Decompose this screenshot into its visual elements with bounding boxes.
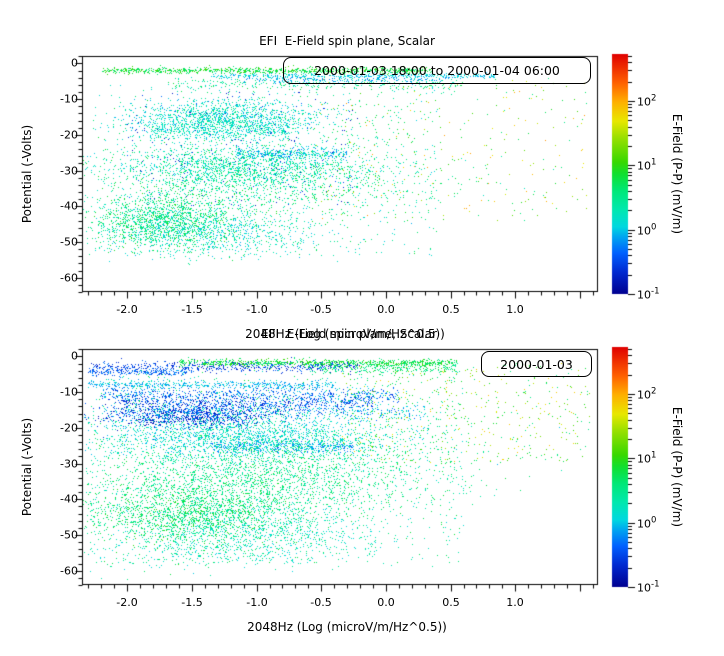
y-tick-label: -30 — [60, 164, 78, 178]
y-tick-label: -20 — [60, 128, 78, 142]
x-tick-label: -1.5 — [181, 303, 203, 316]
bottom-colorbar-label: E-Field (P-P) (mV/m) — [670, 406, 684, 528]
x-tick-label: -2.0 — [116, 303, 138, 316]
colorbar-tick-label: 10-1 — [637, 579, 660, 595]
x-tick-label: -1.5 — [181, 596, 203, 609]
x-tick-label: 0.5 — [442, 303, 460, 316]
x-tick-label: -1.0 — [246, 596, 268, 609]
x-tick-label: -0.5 — [310, 596, 332, 609]
colorbar-tick-label: 100 — [637, 515, 657, 531]
bottom-chart-title: EFI E-Field spin plane, Scalar — [261, 327, 437, 341]
x-tick-label: 1.0 — [506, 596, 524, 609]
y-tick-label: -60 — [60, 564, 78, 578]
top-chart-legend-label: 2000-01-03 18:00 to 2000-01-04 06:00 — [314, 63, 560, 78]
x-tick-label: -2.0 — [116, 596, 138, 609]
colorbar-tick-label: 100 — [637, 222, 657, 238]
top-chart-title: EFI E-Field spin plane, Scalar — [259, 34, 435, 48]
x-tick-label: -0.5 — [310, 303, 332, 316]
colorbar-tick-label: 10-1 — [637, 286, 660, 302]
y-tick-label: -50 — [60, 235, 78, 249]
x-tick-label: -1.0 — [246, 303, 268, 316]
x-tick-label: 1.0 — [506, 303, 524, 316]
bottom-chart-x-axis-label: 2048Hz (Log (microV/m/Hz^0.5)) — [247, 620, 447, 634]
y-tick-label: -60 — [60, 271, 78, 285]
y-tick-label: -40 — [60, 199, 78, 213]
top-chart-x-axis-label: 2048Hz (Log (microV/m/Hz^0.5)) — [245, 327, 445, 341]
top-chart-legend-box: 2000-01-03 18:00 to 2000-01-04 06:00 — [283, 57, 591, 84]
y-tick-label: -50 — [60, 528, 78, 542]
y-tick-label: -30 — [60, 457, 78, 471]
bottom-chart-legend-box: 2000-01-03 — [481, 351, 592, 377]
top-chart-y-axis-label: Potential (-Volts) — [20, 124, 34, 224]
top-colorbar-label: E-Field (P-P) (mV/m) — [670, 113, 684, 235]
y-tick-label: -10 — [60, 92, 78, 106]
x-tick-label: 0.0 — [377, 303, 395, 316]
y-tick-label: -40 — [60, 492, 78, 506]
colorbar-tick-label: 102 — [637, 386, 657, 402]
bottom-chart-legend-label: 2000-01-03 — [500, 356, 573, 372]
x-tick-label: 0.0 — [377, 596, 395, 609]
colorbar-tick-label: 102 — [637, 93, 657, 109]
x-tick-label: 0.5 — [442, 596, 460, 609]
y-tick-label: 0 — [71, 56, 78, 70]
y-tick-label: -10 — [60, 385, 78, 399]
colorbar-tick-label: 101 — [637, 450, 657, 466]
colorbar-tick-label: 101 — [637, 157, 657, 173]
bottom-chart-y-axis-label: Potential (-Volts) — [20, 417, 34, 517]
y-tick-label: -20 — [60, 421, 78, 435]
y-tick-label: 0 — [71, 349, 78, 363]
